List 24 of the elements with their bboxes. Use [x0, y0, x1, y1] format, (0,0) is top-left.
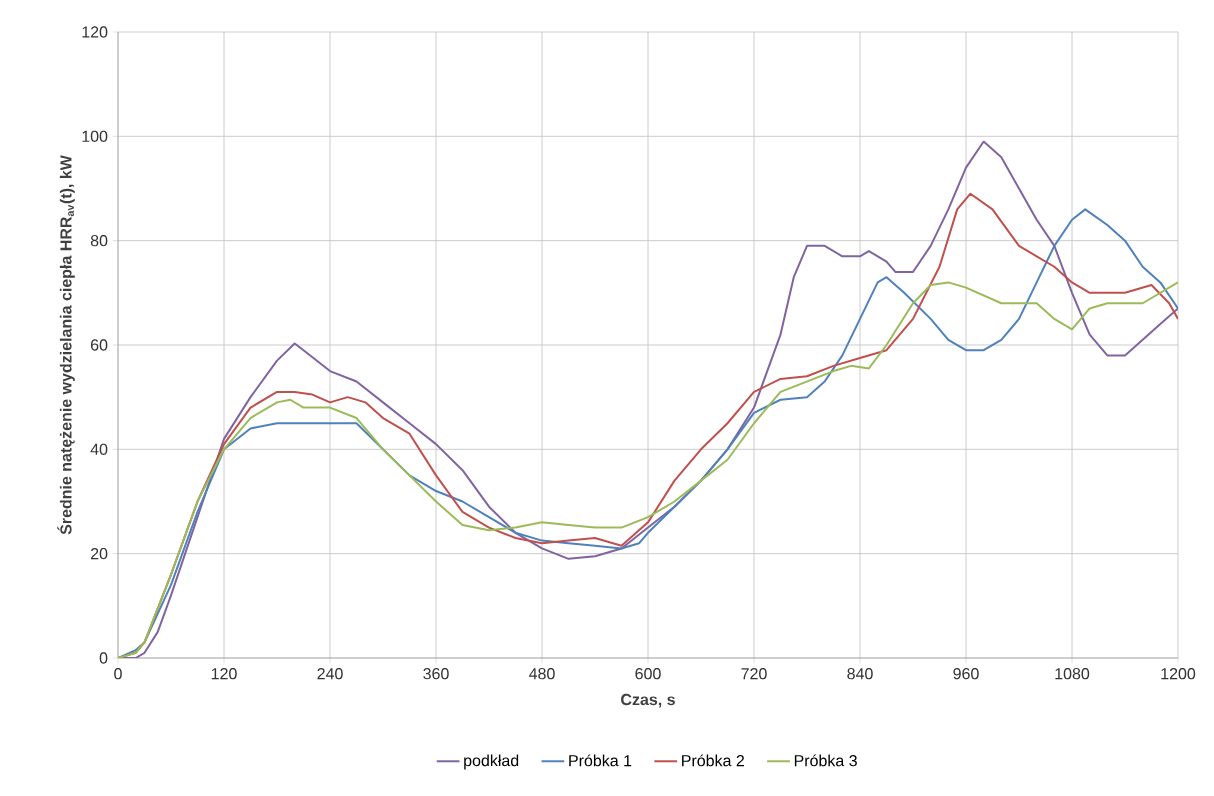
x-tick-label: 240: [317, 668, 343, 680]
legend-label: Próbka 2: [682, 754, 744, 767]
y-tick-label: 60: [90, 339, 108, 351]
y-tick-label: 100: [82, 130, 108, 142]
y-tick-label: 0: [99, 652, 108, 664]
legend-label: Próbka 1: [569, 754, 632, 767]
x-tick-label: 480: [529, 668, 555, 680]
x-tick-label: 1080: [1055, 668, 1090, 680]
y-axis-title: Średnie natężenie wydzielania ciepła HRR$_{av}$(t), kW: [57, 155, 75, 535]
x-tick-label: 720: [741, 668, 767, 680]
x-tick-label: 0: [114, 668, 122, 680]
x-axis-title: Czas, s: [621, 693, 675, 708]
y-tick-label: 20: [90, 548, 108, 560]
x-tick-label: 840: [847, 668, 873, 680]
x-tick-label: 960: [953, 668, 979, 680]
y-tick-label: 120: [82, 26, 108, 38]
y-tick-label: 40: [90, 443, 108, 455]
x-tick-label: 360: [423, 668, 449, 680]
y-tick-label: 80: [90, 235, 108, 247]
x-tick-label: 120: [211, 668, 237, 680]
legend-label: Próbka 3: [794, 754, 857, 767]
legend-label: podkład: [464, 754, 519, 770]
x-tick-label: 600: [635, 668, 661, 680]
x-tick-label: 1200: [1161, 668, 1196, 680]
